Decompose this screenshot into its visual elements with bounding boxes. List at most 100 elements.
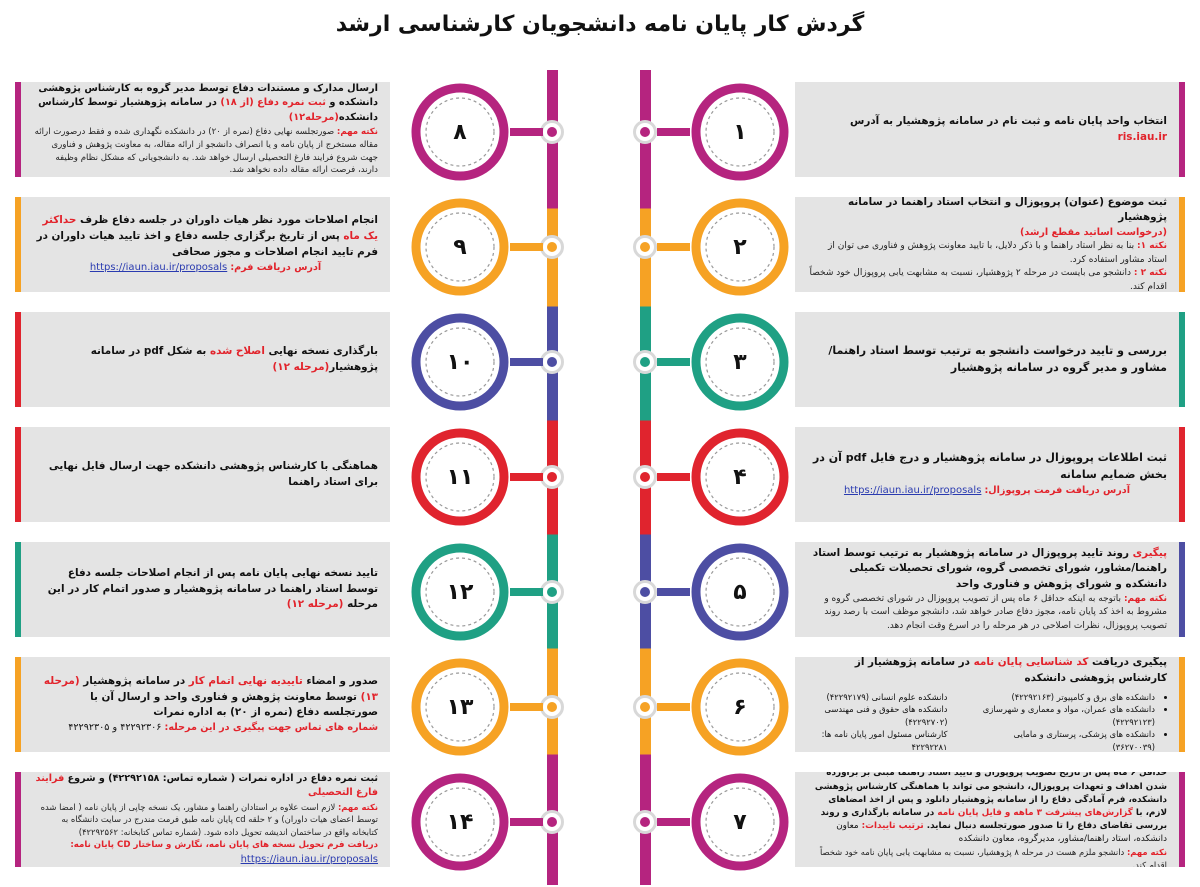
s12-connector-line	[510, 588, 543, 596]
s6-connector-line	[657, 703, 690, 711]
step-7-box: حداقل ۶ ماه پس از تاریخ تصویب پروپوزال و…	[795, 772, 1185, 867]
stage-label: (مرحله ۱۳)	[43, 674, 378, 703]
s12-ring	[411, 543, 509, 641]
s5-connector-dot	[633, 580, 657, 604]
step-11-main: هماهنگی با کارشناس پژوهشی دانشکده جهت ار…	[48, 459, 378, 488]
s7-connector-dot	[633, 810, 657, 834]
step-1-text: انتخاب واحد پایان نامه و ثبت نام در ساما…	[807, 114, 1167, 145]
s11-connector-line	[510, 473, 543, 481]
inner-dashed-circle	[705, 327, 775, 397]
step-5-main-text: روند تایید پروپوزال در سامانه پژوهشیار ب…	[812, 546, 1167, 591]
s3-node: ۳	[690, 312, 790, 412]
box-accent-edge	[1179, 82, 1185, 177]
ring-circle	[691, 543, 789, 641]
s8-node: ۸	[410, 82, 510, 182]
connector-dot-core	[640, 817, 650, 827]
s13-connector-line	[510, 703, 543, 711]
inner-dashed-circle	[705, 672, 775, 742]
step-2-box: ثبت موضوع (عنوان) پروپوزال و انتخاب استا…	[795, 197, 1185, 292]
step-9-main: انجام اصلاحات مورد نظر هیات داوران در جل…	[33, 213, 378, 260]
s9-connector-dot	[540, 235, 564, 259]
box-accent-edge	[1179, 197, 1185, 292]
s9-node: ۹	[410, 197, 510, 297]
cd-form-link[interactable]: https://iaun.iau.ir/proposals	[240, 853, 378, 865]
graduation-label: فرایند فارغ التحصیلی	[35, 773, 378, 799]
step-1-box: انتخاب واحد پایان نامه و ثبت نام در ساما…	[795, 82, 1185, 177]
s6-ring	[691, 658, 789, 756]
s14-connector-line	[510, 818, 543, 826]
ring-circle	[411, 543, 509, 641]
note-label: نکته مهم:	[1126, 847, 1167, 858]
s2-number: ۲	[733, 234, 747, 260]
note-label: نکته ۲ :	[1133, 268, 1167, 279]
step-2-main-red: (درخواست اساتید مقطع ارشد)	[1020, 226, 1167, 238]
phones-label: شماره های تماس جهت پیگیری در این مرحله:	[164, 721, 379, 733]
inner-dashed-circle	[705, 212, 775, 282]
s7-number: ۷	[733, 809, 747, 835]
box-accent-edge	[15, 657, 21, 752]
inner-dashed-circle	[425, 212, 495, 282]
s1-ring	[691, 83, 789, 181]
step-11-box: هماهنگی با کارشناس پژوهشی دانشکده جهت ار…	[15, 427, 390, 522]
s1-node: ۱	[690, 82, 790, 182]
step-4-address: آدرس دریافت فرمت پروپوزال: https://iaun.…	[807, 483, 1167, 498]
list-item: دانشکده علوم انسانی (۴۲۲۹۲۱۷۹)	[826, 691, 948, 702]
box-accent-edge	[1179, 312, 1185, 407]
step-5-box: پیگیری روند تایید پروپوزال در سامانه پژو…	[795, 542, 1185, 637]
connector-dot-core	[547, 587, 557, 597]
note-text: بنا به نظر استاد راهنما و با ذکر دلایل، …	[828, 241, 1167, 265]
s3-ring	[691, 313, 789, 411]
s2-connector-line	[657, 243, 690, 251]
faculty-phone-list: دانشکده های برق و کامپیوتر (۴۲۲۹۲۱۶۳) دا…	[807, 691, 1167, 752]
ris-link[interactable]: ris.iau.ir	[1117, 130, 1167, 143]
step-13-main-text-3: توسط معاونت پژوهش و فناوری واحد و ارسال …	[90, 690, 378, 719]
s1-connector-dot	[633, 120, 657, 144]
step-13-main: صدور و امضاء تاییدیه نهایی اتمام کار در …	[33, 674, 378, 721]
step-12-box: تایید نسخه نهایی پایان نامه پس از انجام …	[15, 542, 390, 637]
s5-number: ۵	[733, 579, 747, 605]
box-accent-edge	[15, 312, 21, 407]
s7-connector-line	[657, 818, 690, 826]
note-text: باتوجه به اینکه حداقل ۶ ماه پس از تصویب …	[824, 593, 1167, 631]
box-accent-edge	[1179, 772, 1185, 867]
step-14-form: دریافت فرم تحویل نسخه های پایان نامه، نگ…	[33, 839, 378, 867]
note-text: دانشجو می بایست در مرحله ۲ پژوهشیار، نسب…	[809, 268, 1167, 292]
s13-node: ۱۳	[410, 657, 510, 757]
step-14-main-text: ثبت نمره دفاع در اداره نمرات ( شماره تما…	[67, 773, 378, 785]
ring-circle	[411, 198, 509, 296]
inner-dashed-circle	[425, 672, 495, 742]
s10-connector-line	[510, 358, 543, 366]
step-2-note-1: نکته ۱: بنا به نظر استاد راهنما و با ذکر…	[807, 240, 1167, 267]
s4-connector-dot	[633, 465, 657, 489]
s14-number: ۱۴	[446, 809, 474, 835]
s6-number: ۶	[733, 694, 747, 720]
inner-dashed-circle	[425, 442, 495, 512]
s7-node: ۷	[690, 772, 790, 872]
step-8-note: نکته مهم: صورتجلسه نهایی دفاع (نمره از ۲…	[33, 126, 378, 177]
box-accent-edge	[1179, 542, 1185, 637]
step-10-main: بارگذاری نسخه نهایی اصلاح شده به شکل pdf…	[33, 344, 378, 375]
step-4-main: ثبت اطلاعات پروپوزال در سامانه پژوهشیار …	[812, 451, 1167, 481]
box-accent-edge	[1179, 427, 1185, 522]
s8-number: ۸	[453, 119, 467, 145]
s3-number: ۳	[733, 349, 747, 375]
ring-circle	[691, 198, 789, 296]
list-item: دانشکده های حقوق و فنی مهندسی (۴۲۲۹۲۷۰۲)	[824, 704, 948, 727]
s8-connector-line	[510, 128, 543, 136]
inner-dashed-circle	[705, 557, 775, 627]
box-accent-edge	[15, 427, 21, 522]
step-8-main: ارسال مدارک و مستندات دفاع توسط مدیر گرو…	[33, 82, 378, 126]
s1-number: ۱	[733, 119, 747, 145]
step-13-phones: شماره های تماس جهت پیگیری در این مرحله: …	[33, 721, 378, 735]
connector-dot-core	[547, 127, 557, 137]
proposal-format-link[interactable]: https://iaun.iau.ir/proposals	[843, 485, 982, 497]
step-6-main-text: پیگیری دریافت	[1092, 657, 1167, 669]
form-download-link[interactable]: https://iaun.iau.ir/proposals	[89, 262, 228, 274]
box-accent-edge	[15, 197, 21, 292]
note-text: صورتجلسه نهایی دفاع (نمره از ۲۰) در دانش…	[34, 126, 378, 176]
ring-circle	[691, 658, 789, 756]
s7-ring	[691, 773, 789, 871]
inner-dashed-circle	[705, 442, 775, 512]
step-2-main: ثبت موضوع (عنوان) پروپوزال و انتخاب استا…	[848, 197, 1167, 224]
step-5-main: پیگیری روند تایید پروپوزال در سامانه پژو…	[807, 546, 1167, 593]
